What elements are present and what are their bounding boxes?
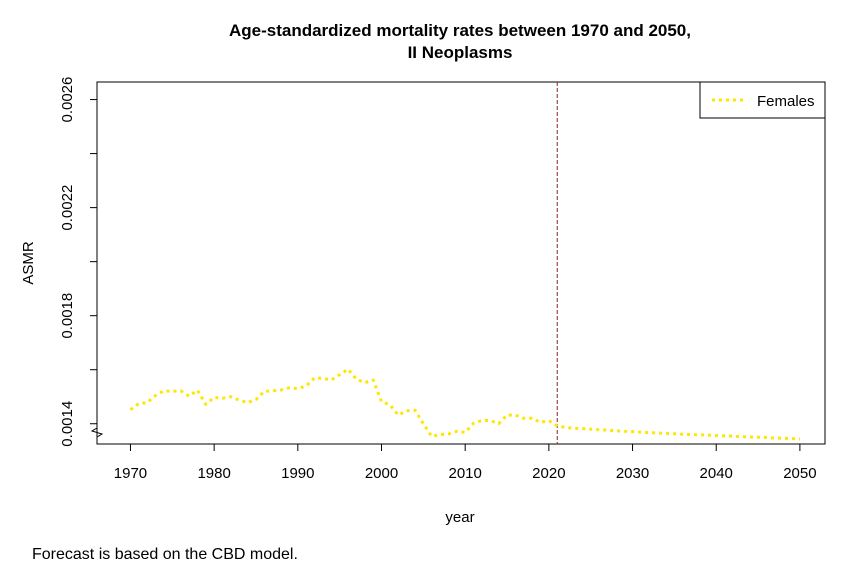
y-axis: 0.0014 0.0018 0.0022 0.0026 bbox=[59, 77, 104, 447]
x-tick-label: 1990 bbox=[281, 465, 314, 482]
x-tick-label: 1970 bbox=[114, 465, 147, 482]
x-axis: 1970 1980 1990 2000 2010 2020 2030 2040 2050 bbox=[114, 443, 817, 482]
x-tick-label: 2040 bbox=[700, 465, 733, 482]
x-axis-label: year bbox=[445, 509, 474, 526]
x-tick-label: 1980 bbox=[197, 465, 230, 482]
series-layer bbox=[129, 367, 800, 441]
x-tick-label: 2020 bbox=[532, 465, 565, 482]
x-tick-label: 2050 bbox=[783, 465, 816, 482]
y-axis-label: ASMR bbox=[20, 241, 37, 285]
plot-area-frame bbox=[96, 81, 826, 445]
legend-label-females: Females bbox=[757, 93, 815, 110]
chart-title-line1: Age-standardized mortality rates between… bbox=[229, 21, 691, 40]
x-tick-label: 2030 bbox=[616, 465, 649, 482]
forecast-footnote: Forecast is based on the CBD model. bbox=[32, 546, 298, 563]
y-tick-label: 0.0014 bbox=[59, 401, 76, 447]
series-line-females bbox=[129, 367, 800, 441]
x-tick-label: 2010 bbox=[448, 465, 481, 482]
y-tick-label: 0.0022 bbox=[59, 185, 76, 231]
y-axis-break bbox=[90, 427, 104, 438]
x-tick-label: 2000 bbox=[365, 465, 398, 482]
y-tick-label: 0.0018 bbox=[59, 293, 76, 339]
chart-title-line2: II Neoplasms bbox=[408, 43, 513, 62]
y-tick-label: 0.0026 bbox=[59, 77, 76, 123]
legend: Females bbox=[699, 81, 826, 119]
